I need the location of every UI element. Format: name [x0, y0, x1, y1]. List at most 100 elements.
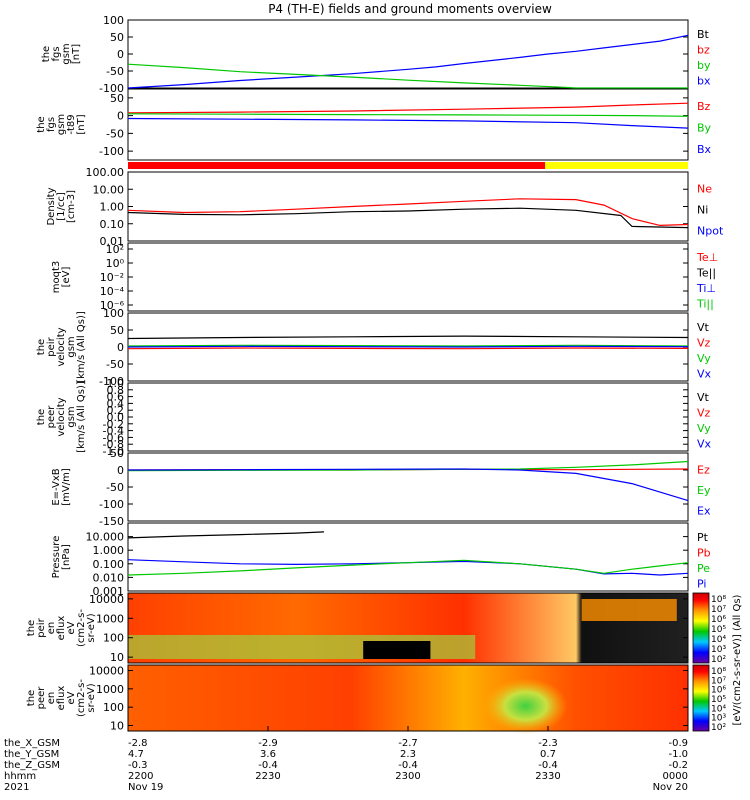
- y-tick-label: 10000: [89, 665, 124, 678]
- legend-vx: Vx: [697, 437, 712, 450]
- ephemeris-row-label: the_X_GSM: [4, 738, 60, 749]
- ephemeris-value: 2200: [128, 771, 153, 782]
- legend-vy: Vy: [697, 352, 711, 365]
- legend-by: By: [697, 122, 712, 135]
- series-bx: [127, 34, 689, 89]
- x-axis: [127, 726, 689, 731]
- y-axis-label: [eV]: [61, 267, 72, 288]
- panel-frame: [127, 19, 689, 89]
- legend-te: Te||: [696, 266, 716, 279]
- legend-vz: Vz: [697, 406, 711, 419]
- y-axis-label: eflux: [56, 686, 67, 711]
- y-tick-label: 10.00: [93, 183, 125, 196]
- legend-bx: bx: [697, 74, 711, 87]
- y-axis-label: gsm: [66, 406, 77, 427]
- spectrogram-fill: [128, 665, 688, 731]
- legend-ni: Ni: [697, 204, 708, 217]
- y-tick-label: 0.0: [107, 411, 125, 424]
- colorbar-tick-label: 10⁶: [711, 686, 726, 696]
- y-axis-label: [km/s (All Qs)]: [76, 311, 87, 383]
- y-tick-label: 0: [117, 341, 124, 354]
- legend-by: by: [697, 59, 711, 72]
- y-tick-label: 100: [103, 307, 124, 320]
- ephemeris-value: -0.9: [668, 738, 688, 749]
- colorbar-tick-label: 10⁵: [711, 695, 726, 705]
- panel-p2: 50 0 -50 -100 the fgs gsm -t89 [nT] Bz By Bx: [36, 88, 712, 161]
- colorbar-tick-label: 10⁷: [711, 676, 726, 686]
- y-tick-label: 1.0: [107, 377, 125, 390]
- spectrogram-blob: [483, 678, 568, 734]
- y-tick-label: 0.001: [93, 585, 125, 598]
- y-axis-label: velocity: [56, 397, 67, 436]
- legend-vy: Vy: [697, 422, 711, 435]
- legend-pi: Pi: [697, 577, 706, 590]
- panel-p3: 100.00 10.00 1.00 0.10 0.01 Density [1/cc] [cm-…: [46, 166, 724, 248]
- colorbar-tick-label: 10²: [711, 655, 726, 665]
- y-tick-label: -50: [106, 481, 124, 494]
- y-tick-label: 0.010: [93, 571, 125, 584]
- y-tick-label: -50: [106, 358, 124, 371]
- y-axis-label: fgs: [46, 117, 57, 132]
- panel-frame: [127, 382, 689, 452]
- ephemeris-value: 2330: [535, 771, 560, 782]
- ephemeris-value: -0.4: [398, 760, 418, 771]
- y-tick-label: 10⁻²: [100, 271, 124, 284]
- legend-pb: Pb: [697, 546, 711, 559]
- colorbar-tick-label: 10⁴: [711, 704, 726, 714]
- y-axis-label: [nT]: [71, 44, 82, 64]
- y-tick-label: -100: [99, 498, 124, 511]
- colorbar-tick-label: 10⁵: [711, 625, 726, 635]
- y-tick-label: -0.4: [103, 425, 124, 438]
- ephemeris-value: -2.3: [538, 738, 558, 749]
- colorbar-tick-label: 10⁶: [711, 615, 726, 625]
- y-axis-label: peir: [46, 336, 57, 356]
- panel-p5: 100 50 0 -50 -100 the peir velocity gsm [km/s (Al…: [36, 307, 712, 388]
- ephemeris-value: -2.7: [398, 738, 418, 749]
- y-tick-label: -50: [106, 127, 124, 140]
- y-tick-label: 50: [110, 324, 124, 337]
- series-by: [127, 113, 689, 117]
- y-axis-label: Density: [46, 187, 57, 225]
- y-axis-label: [mV/m]: [61, 468, 72, 506]
- ephemeris-value: Nov 20: [653, 782, 688, 793]
- y-tick-label: -100: [99, 375, 124, 388]
- y-tick-label: 10⁰: [106, 257, 125, 270]
- colorbar-unit-label: [eV/(cm2-s-sr-eV)] (All Qs): [732, 594, 743, 725]
- y-axis-label: [1/cc]: [56, 192, 67, 221]
- y-tick-label: 0.6: [107, 391, 125, 404]
- y-tick-label: 1.00: [100, 201, 125, 214]
- plot-title: P4 (TH-E) fields and ground moments over…: [268, 2, 552, 16]
- panel-frame: [127, 592, 689, 664]
- y-tick-label: 0.8: [107, 384, 125, 397]
- series-vz: [127, 347, 689, 350]
- y-axis-label: the: [36, 409, 47, 425]
- y-tick-label: -100: [99, 82, 124, 95]
- y-tick-label: 1.000: [93, 544, 125, 557]
- legend-bz: bz: [697, 43, 710, 56]
- ephemeris-value: 2230: [255, 771, 280, 782]
- y-axis-label: velocity: [56, 327, 67, 366]
- panel-frame: [127, 242, 689, 312]
- y-tick-label: 0.4: [107, 397, 125, 410]
- ephemeris-value: 4.7: [128, 749, 144, 760]
- panel-p7: 50 0 -50 -100 -150 E=-VxB [mV/m] Ez Ey Ex: [51, 447, 711, 528]
- ephemeris-value: -2.9: [258, 738, 278, 749]
- y-axis-label: the: [41, 46, 52, 62]
- y-tick-label: 100: [103, 632, 124, 645]
- y-tick-label: 1000: [96, 612, 124, 625]
- y-axis-label: [nPa]: [61, 544, 72, 570]
- legend-ey: Ey: [697, 484, 711, 497]
- ephemeris-value: -0.3: [128, 760, 148, 771]
- y-tick-label: 10⁻⁶: [100, 299, 125, 312]
- legend-bx: Bx: [697, 143, 712, 156]
- ephemeris-value: 3.6: [260, 749, 276, 760]
- series-pt: [127, 531, 325, 539]
- y-axis-label: (cm2-s-: [76, 609, 87, 647]
- legend-vt: Vt: [697, 321, 710, 334]
- y-axis-label: (cm2-s-: [76, 679, 87, 717]
